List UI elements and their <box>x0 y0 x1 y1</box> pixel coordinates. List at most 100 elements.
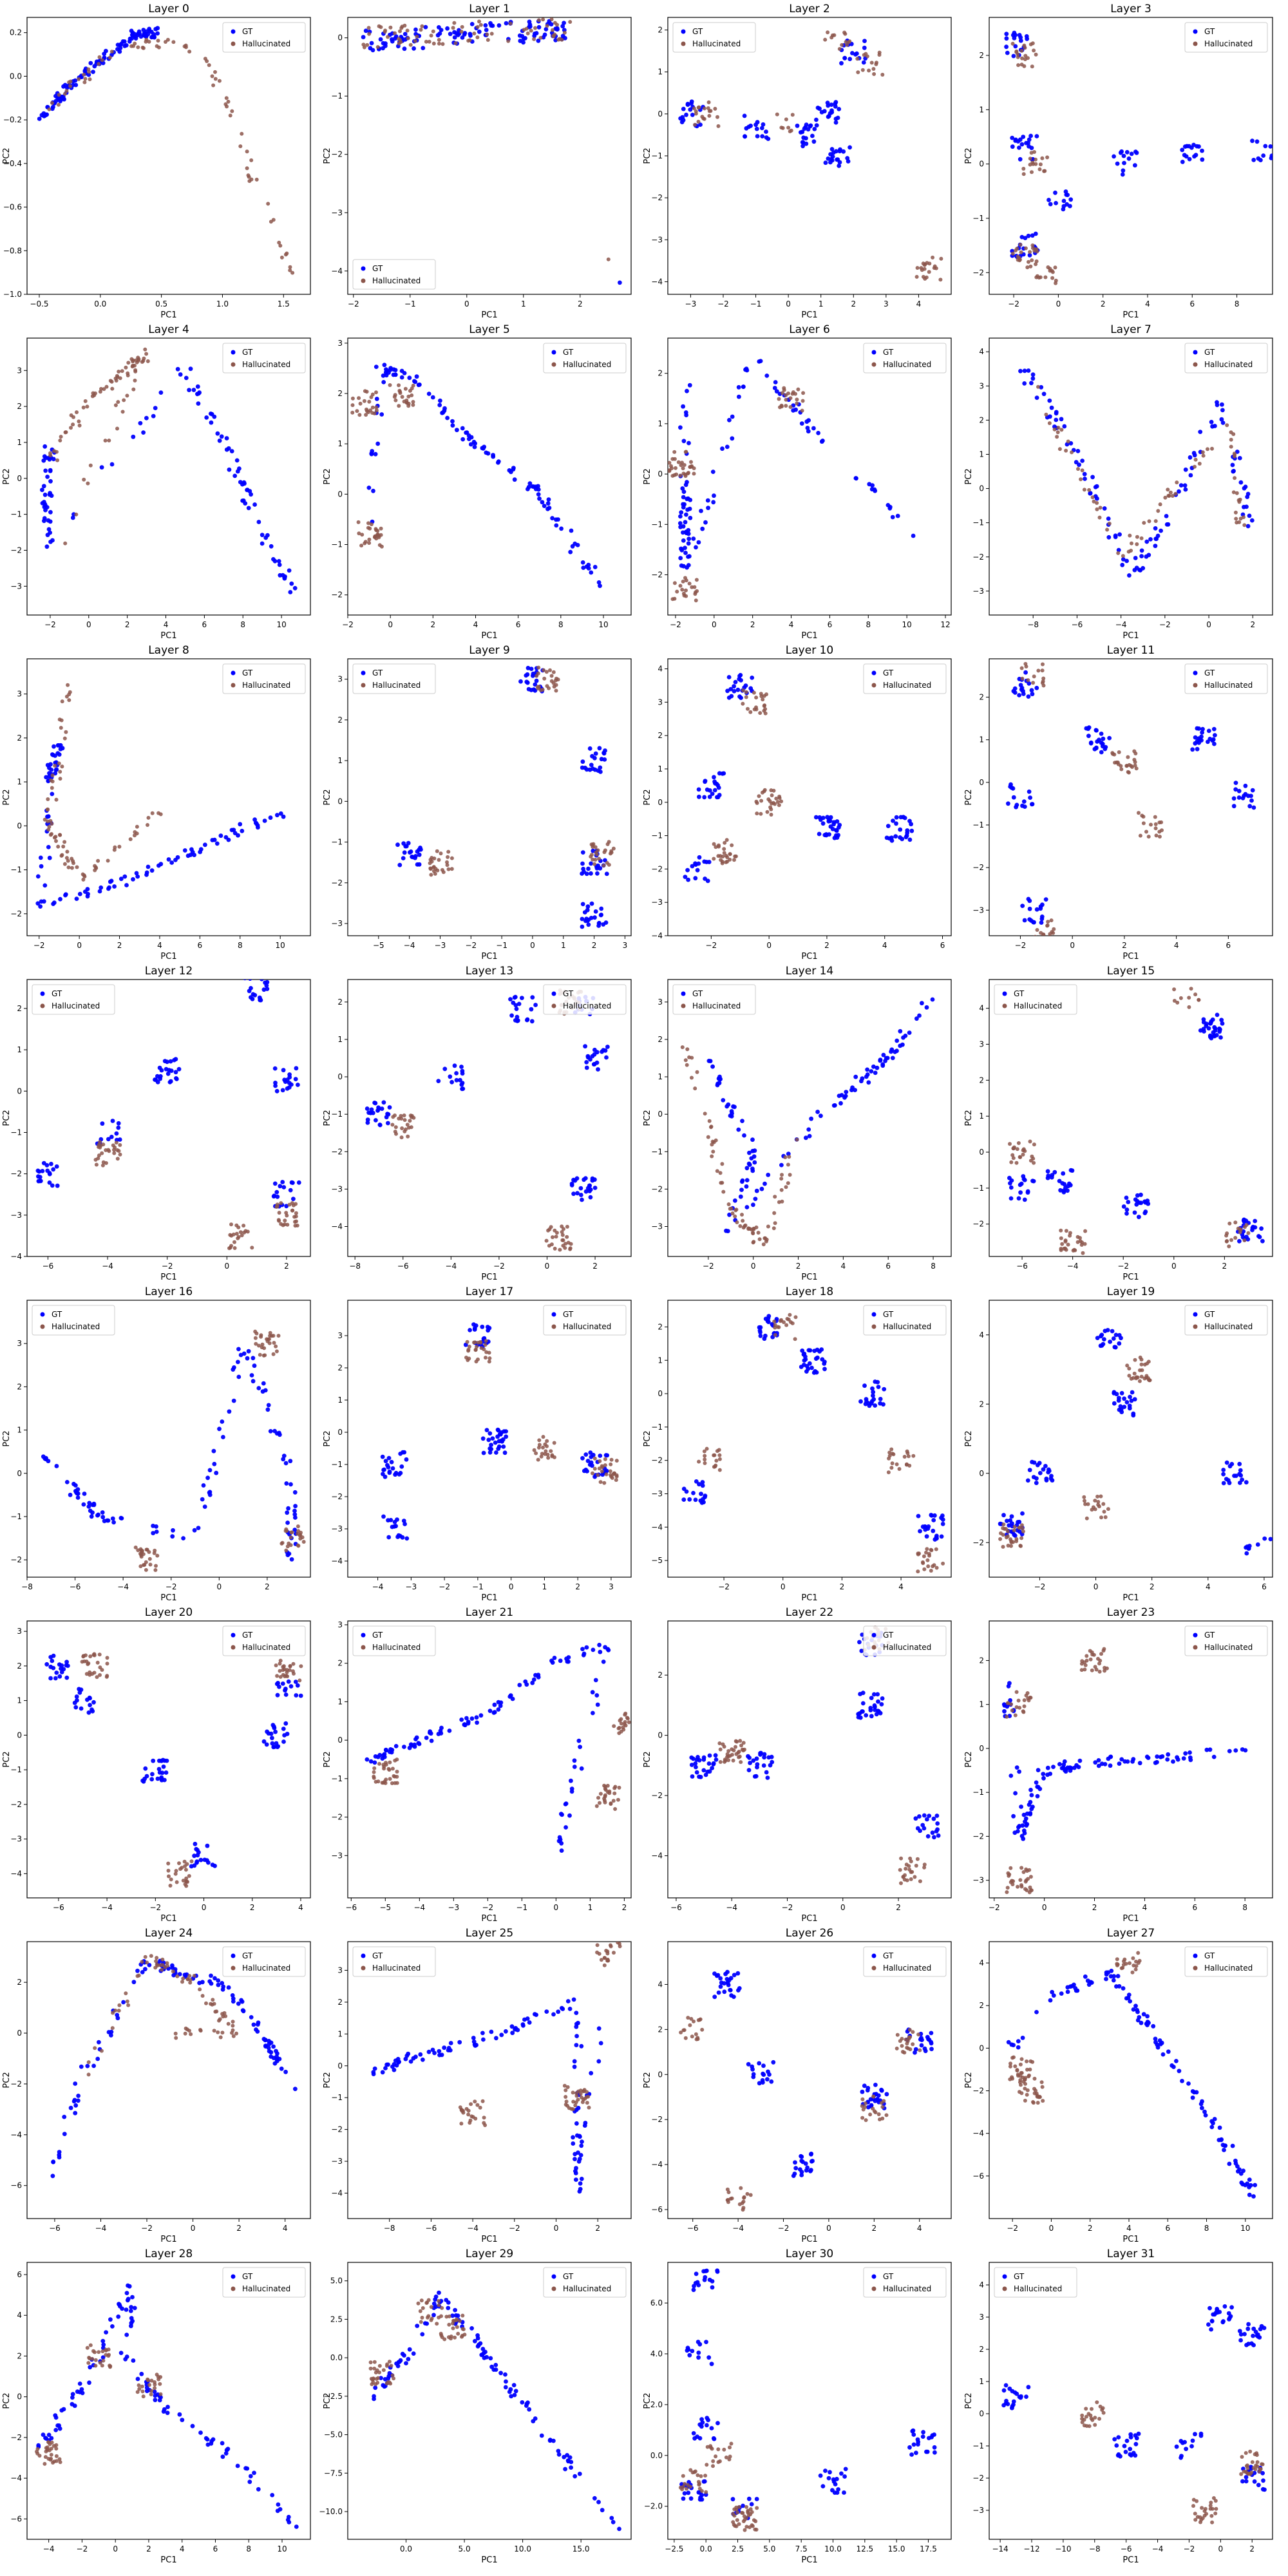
data-point <box>694 1479 699 1484</box>
x-tick-label: −6 <box>345 1903 357 1912</box>
data-point <box>259 1334 263 1339</box>
data-point <box>1215 1012 1220 1018</box>
data-point <box>1037 937 1041 941</box>
x-tick-label: −3 <box>406 1582 417 1591</box>
data-point <box>114 1131 119 1136</box>
data-point <box>608 1469 612 1473</box>
series-hallucinated <box>1036 384 1247 558</box>
data-point <box>459 1082 464 1087</box>
data-point <box>583 765 587 770</box>
y-tick-label: 3 <box>658 697 663 706</box>
data-point <box>155 1776 160 1781</box>
data-point <box>911 533 916 538</box>
data-point <box>71 861 75 866</box>
data-point <box>1095 1494 1100 1499</box>
data-point <box>732 688 737 694</box>
data-point <box>687 506 692 511</box>
data-point <box>377 1122 383 1128</box>
data-point <box>1068 204 1072 209</box>
x-tick-label: 0 <box>786 299 791 308</box>
y-axis-label: PC2 <box>323 147 332 164</box>
data-point <box>804 136 808 141</box>
data-point <box>450 856 454 860</box>
data-point <box>578 1186 583 1191</box>
data-point <box>668 469 672 473</box>
legend-box <box>1184 343 1268 374</box>
data-point <box>238 1230 243 1235</box>
data-point <box>165 1059 169 1065</box>
data-point <box>156 863 161 868</box>
data-point <box>1126 755 1130 759</box>
data-point <box>806 1348 811 1353</box>
data-point <box>750 1166 755 1171</box>
data-point <box>1189 987 1193 991</box>
data-point <box>1046 198 1051 202</box>
data-point <box>1027 137 1032 142</box>
data-point <box>1183 467 1188 472</box>
data-point <box>400 1126 404 1130</box>
y-tick-label: 2 <box>658 369 663 378</box>
data-point <box>1017 256 1021 260</box>
legend-box <box>543 343 627 374</box>
data-point <box>516 1001 522 1007</box>
data-point <box>584 1645 589 1650</box>
data-point <box>511 1000 516 1005</box>
data-point <box>252 1363 257 1368</box>
data-point <box>732 858 736 862</box>
data-point <box>891 1452 896 1457</box>
data-point <box>1020 1511 1025 1516</box>
data-point <box>1247 513 1252 518</box>
data-point <box>1048 202 1053 207</box>
legend-marker-gt <box>231 350 236 355</box>
data-point <box>579 1766 584 1771</box>
legend-label-gt: GT <box>1204 1310 1215 1319</box>
data-point <box>137 357 141 361</box>
data-point <box>1094 484 1099 489</box>
data-point <box>452 35 457 40</box>
x-tick-label: 4 <box>473 620 478 629</box>
data-point <box>375 441 381 446</box>
data-point <box>680 587 685 592</box>
data-point <box>879 1702 884 1707</box>
data-point <box>537 1438 542 1443</box>
y-axis-label: PC2 <box>2 1110 12 1126</box>
data-point <box>44 455 48 460</box>
x-tick-label: 2 <box>1122 941 1127 950</box>
data-point <box>471 439 477 444</box>
x-axis-label: PC1 <box>481 1593 497 1603</box>
data-point <box>1090 495 1095 500</box>
series-hallucinated <box>668 386 806 603</box>
subplot-title: Layer 17 <box>466 1285 513 1298</box>
legend-label-gt: GT <box>1014 989 1025 998</box>
x-tick-label: 4 <box>882 941 887 950</box>
data-point <box>54 1671 59 1675</box>
plot-frame <box>347 1620 632 1899</box>
data-point <box>245 1356 250 1361</box>
y-tick-label: 3 <box>337 675 343 684</box>
data-point <box>533 487 538 491</box>
data-point <box>484 1339 488 1343</box>
data-point <box>793 392 797 396</box>
data-point <box>1130 541 1133 545</box>
data-point <box>210 74 214 79</box>
data-point <box>552 1656 557 1660</box>
data-point <box>1119 149 1124 154</box>
x-tick-label: 3 <box>884 299 889 308</box>
data-point <box>93 1157 98 1162</box>
data-point <box>1020 904 1025 908</box>
data-point <box>759 692 763 696</box>
y-tick-label: −2 <box>972 1220 984 1229</box>
data-point <box>1020 803 1025 808</box>
data-point <box>393 368 398 372</box>
x-tick-label: 3 <box>623 941 628 950</box>
data-point <box>1142 1211 1148 1215</box>
data-point <box>1080 459 1084 463</box>
data-point <box>81 405 86 410</box>
data-point <box>46 527 52 532</box>
data-point <box>1268 144 1273 149</box>
data-point <box>1132 567 1137 573</box>
data-point <box>600 1464 604 1468</box>
data-point <box>220 1419 225 1424</box>
data-point <box>829 147 835 152</box>
legend-marker-hallucinated <box>361 1645 366 1650</box>
